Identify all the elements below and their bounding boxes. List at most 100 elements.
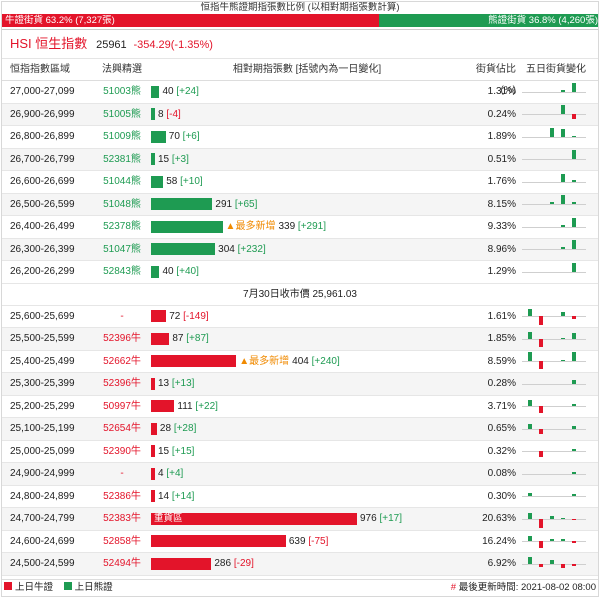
- trend-bar: [528, 535, 532, 542]
- contracts-change-value: +24: [179, 86, 197, 97]
- pct-cell: 0.24%: [487, 108, 516, 120]
- range-cell: 27,000-27,099: [10, 86, 75, 97]
- pct-cell: 8.96%: [487, 243, 516, 255]
- contracts-change-value: +3: [174, 153, 187, 165]
- trend-baseline: [522, 249, 586, 251]
- contracts-text: 639 [-75]: [289, 531, 328, 553]
- pct-cell: 0.65%: [487, 423, 516, 434]
- contracts-bar: [151, 220, 223, 233]
- contracts-change: [-75]: [308, 535, 329, 547]
- trend-sparkline: [516, 306, 596, 328]
- contracts-text: 286 [-29]: [214, 553, 253, 575]
- code-link[interactable]: 52378熊: [103, 221, 141, 232]
- trend-bar: [539, 451, 543, 457]
- new-max-label: ▲最多新增: [239, 355, 290, 367]
- trend-bar: [550, 516, 554, 519]
- code-link[interactable]: 52396牛: [103, 378, 141, 389]
- code-link[interactable]: 50997牛: [103, 400, 141, 412]
- code-link[interactable]: 52654牛: [103, 423, 141, 434]
- legend-bear-swatch: [63, 582, 72, 591]
- bull-rows: 25,600-25,699 - 72 [-149] 1.61% 25,500-25,59…: [2, 306, 598, 576]
- contracts-change: [+28]: [173, 423, 197, 434]
- trend-sparkline: [516, 171, 596, 193]
- contracts-count: 15: [158, 445, 170, 457]
- contracts-change-value: +10: [182, 176, 200, 187]
- ratio-bull-segment: 牛證街貨 63.2% (7,327張): [2, 14, 379, 27]
- range-cell: 26,200-26,299: [10, 266, 75, 277]
- contracts-count: 70: [168, 131, 180, 142]
- contracts-text: 304 [+232]: [218, 239, 266, 261]
- contracts-count: 40: [162, 266, 174, 277]
- trend-bar: [561, 337, 565, 339]
- ratio-title: 恒指牛熊證期指張數比例 (以相對期指張數計算): [200, 2, 400, 13]
- pct-cell: 20.63%: [482, 513, 516, 524]
- trend-bar: [572, 333, 576, 339]
- code-link[interactable]: 51044熊: [103, 176, 141, 187]
- contracts-change-value: +4: [169, 468, 181, 479]
- trend-bar: [539, 316, 543, 326]
- pct-cell: 1.29%: [487, 266, 516, 277]
- code-link[interactable]: 51047熊: [103, 243, 141, 255]
- code-link[interactable]: 52858牛: [103, 535, 141, 547]
- trend-bar: [550, 538, 554, 542]
- code-link[interactable]: 51005熊: [103, 108, 141, 120]
- code-link[interactable]: 52390牛: [103, 445, 141, 457]
- code-link[interactable]: 52383牛: [103, 513, 141, 524]
- legend-bull-swatch: [4, 582, 12, 591]
- code-link[interactable]: 51048熊: [103, 198, 141, 210]
- contracts-text: 15 [+3]: [158, 149, 189, 171]
- code-link[interactable]: 52662牛: [103, 355, 141, 367]
- trend-sparkline: [516, 441, 596, 463]
- contracts-change: [+291]: [297, 221, 327, 232]
- contracts-change: [+65]: [234, 198, 258, 210]
- code-link[interactable]: 51003熊: [103, 86, 141, 97]
- code-link[interactable]: 51009熊: [103, 131, 141, 142]
- pct-cell: 1.61%: [487, 310, 516, 322]
- contracts-change-value: +22: [198, 400, 216, 412]
- table-row: 26,900-26,999 51005熊 8 [-4] 0.24%: [2, 103, 598, 126]
- index-name[interactable]: HSI 恒生指數: [10, 36, 88, 51]
- trend-baseline: [522, 428, 586, 430]
- range-cell: 25,100-25,199: [10, 423, 75, 434]
- trend-baseline: [522, 451, 586, 453]
- contracts-cell: ▲最多新增 339 [+291]: [148, 216, 466, 238]
- trend-baseline: [522, 91, 586, 93]
- trend-baseline: [522, 406, 586, 408]
- trend-bar: [528, 424, 532, 429]
- table-row: 25,300-25,399 52396牛 13 [+13] 0.28%: [2, 373, 598, 396]
- code-link[interactable]: 52396牛: [103, 333, 141, 344]
- contracts-cell: 87 [+87]: [148, 328, 466, 350]
- contracts-bar: [151, 85, 160, 98]
- trend-sparkline: [516, 396, 596, 418]
- range-cell: 25,300-25,399: [10, 378, 75, 389]
- contracts-count: 28: [159, 423, 172, 434]
- trend-baseline: [522, 159, 586, 161]
- trend-bar: [528, 399, 532, 407]
- code-link[interactable]: 52494牛: [103, 558, 141, 569]
- range-cell: 24,900-24,999: [10, 468, 75, 479]
- contracts-text: 72 [-149]: [169, 306, 208, 328]
- trend-bar: [572, 217, 576, 227]
- table-row: 26,300-26,399 51047熊 304 [+232] 8.96%: [2, 238, 598, 261]
- trend-bar: [539, 541, 543, 549]
- code-link[interactable]: 52843熊: [103, 266, 141, 277]
- trend-bar: [572, 316, 576, 319]
- contracts-text: 976 [+17]: [360, 508, 402, 530]
- range-cell: 26,600-26,699: [10, 176, 75, 187]
- trend-bar: [528, 492, 532, 497]
- trend-sparkline: [516, 553, 596, 575]
- contracts-change-value: +65: [237, 198, 255, 210]
- table-row: 26,400-26,499 52378熊 ▲最多新增 339 [+291] 9.33%: [2, 216, 598, 239]
- trend-bar: [561, 195, 565, 205]
- table-row: 24,600-24,699 52858牛 639 [-75] 16.24%: [2, 531, 598, 553]
- code-link[interactable]: 52386牛: [103, 490, 141, 502]
- trend-bar: [561, 538, 565, 542]
- contracts-bar: [151, 377, 155, 390]
- code-link[interactable]: 52381熊: [103, 153, 141, 165]
- contracts-change-value: +13: [174, 378, 192, 389]
- pct-cell: 0.08%: [487, 468, 516, 479]
- pct-cell: 8.15%: [487, 198, 516, 210]
- trend-bar: [572, 493, 576, 497]
- table-row: 25,100-25,199 52654牛 28 [+28] 0.65%: [2, 418, 598, 441]
